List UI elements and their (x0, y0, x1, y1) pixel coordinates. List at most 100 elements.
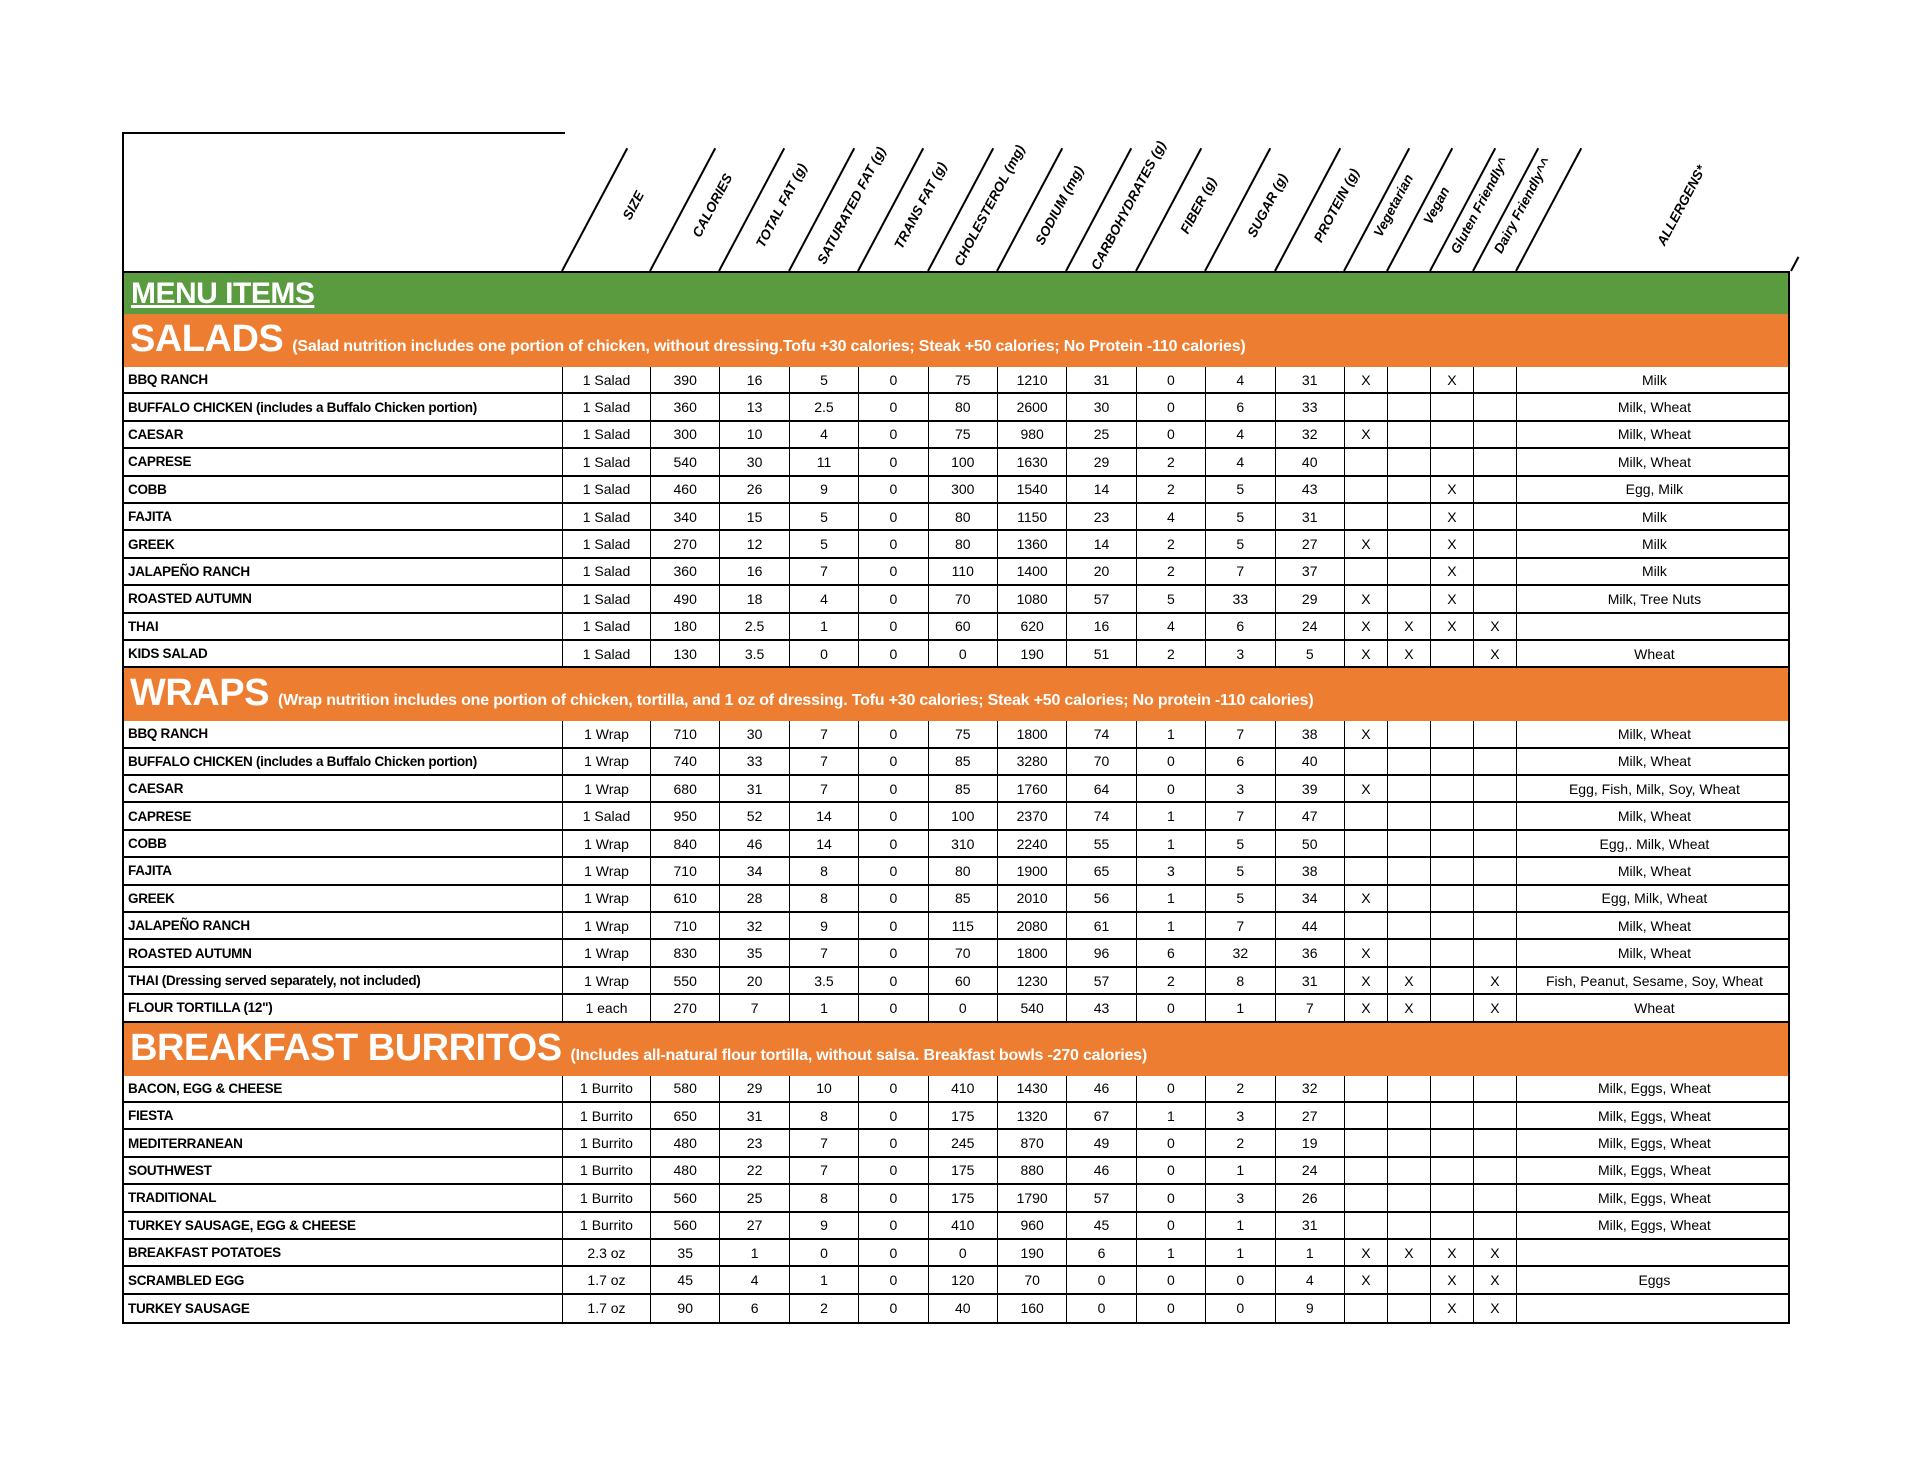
cell-protein: 43 (1274, 476, 1344, 502)
item-name: SCRAMBLED EGG (128, 1272, 245, 1288)
cell-allergens (1515, 1294, 1792, 1323)
table-row: ROASTED AUTUMN 1 Wrap 830 35 7 0 70 1800 96 6 32 36… (124, 940, 1788, 968)
cell-saturated-fat: 3.5 (788, 967, 858, 994)
cell-saturated-fat: 7 (788, 721, 858, 747)
cell-size: 1 Salad (562, 367, 650, 393)
cell-trans-fat: 0 (858, 858, 927, 884)
cell-carbohydrates: 70 (1066, 748, 1135, 775)
cell-carbohydrates: 31 (1066, 367, 1135, 393)
cell-allergens: Wheat (1515, 995, 1792, 1021)
cell-sodium: 160 (996, 1294, 1066, 1323)
cell-trans-fat: 0 (858, 830, 927, 857)
cell-sugar: 6 (1205, 613, 1274, 639)
cell-total-fat: 18 (719, 586, 788, 612)
cell-fiber: 0 (1135, 1185, 1205, 1211)
cell-protein: 36 (1274, 940, 1344, 966)
table-row: CAPRESE 1 Salad 950 52 14 0 100 2370 74 1 7 47 Milk,… (124, 803, 1788, 831)
cell-sugar: 2 (1205, 1075, 1274, 1101)
cell-vegetarian (1343, 1294, 1387, 1323)
cell-gluten-friendly (1429, 885, 1473, 912)
cell-saturated-fat: 9 (788, 1212, 858, 1238)
cell-protein: 1 (1274, 1239, 1344, 1266)
table-row: FAJITA 1 Wrap 710 34 8 0 80 1900 65 3 5 38 Milk, Whe… (124, 858, 1788, 886)
cell-carbohydrates: 23 (1066, 503, 1135, 530)
cell-trans-fat: 0 (858, 748, 927, 775)
cell-allergens: Milk, Wheat (1515, 748, 1792, 775)
cell-dairy-friendly: X (1472, 995, 1516, 1021)
item-name: COBB (128, 481, 167, 497)
cell-saturated-fat: 5 (788, 367, 858, 393)
cell-sodium: 1150 (996, 503, 1066, 530)
item-name: FAJITA (128, 863, 172, 879)
cell-carbohydrates: 67 (1066, 1102, 1135, 1129)
cell-trans-fat: 0 (858, 1185, 927, 1211)
cell-vegetarian (1343, 394, 1387, 420)
cell-trans-fat: 0 (858, 913, 927, 939)
cell-carbohydrates: 74 (1066, 803, 1135, 829)
cell-size: 1 Wrap (562, 776, 650, 802)
item-name: ROASTED AUTUMN (128, 945, 252, 961)
cell-protein: 29 (1274, 586, 1344, 612)
cell-sodium: 1760 (996, 776, 1066, 802)
cell-vegan (1386, 748, 1430, 775)
cell-vegetarian: X (1343, 885, 1387, 912)
cell-vegan (1386, 1267, 1430, 1293)
cell-allergens: Milk, Eggs, Wheat (1515, 1102, 1792, 1129)
cell-allergens: Milk, Wheat (1515, 449, 1792, 475)
cell-saturated-fat: 4 (788, 586, 858, 612)
cell-sodium: 880 (996, 1157, 1066, 1184)
cell-carbohydrates: 65 (1066, 858, 1135, 884)
cell-vegan (1386, 940, 1430, 966)
cell-carbohydrates: 6 (1066, 1239, 1135, 1266)
cell-carbohydrates: 74 (1066, 721, 1135, 747)
cell-fiber: 1 (1135, 885, 1205, 912)
cell-cholesterol: 80 (927, 394, 997, 420)
cell-vegetarian (1343, 1075, 1387, 1101)
cell-size: 2.3 oz (562, 1239, 650, 1266)
cell-gluten-friendly: X (1429, 613, 1473, 639)
cell-calories: 460 (650, 476, 719, 502)
cell-carbohydrates: 51 (1066, 640, 1135, 667)
cell-vegetarian: X (1343, 586, 1387, 612)
cell-carbohydrates: 96 (1066, 940, 1135, 966)
cell-vegetarian: X (1343, 721, 1387, 747)
cell-vegetarian (1343, 558, 1387, 585)
cell-sugar: 7 (1205, 803, 1274, 829)
cell-calories: 550 (650, 967, 719, 994)
section-title: SALADS (130, 318, 284, 360)
cell-allergens: Milk (1515, 503, 1792, 530)
cell-sodium: 1320 (996, 1102, 1066, 1129)
cell-fiber: 6 (1135, 940, 1205, 966)
cell-protein: 24 (1274, 1157, 1344, 1184)
table-row: CAESAR 1 Salad 300 10 4 0 75 980 25 0 4 32 X Milk, Wh… (124, 421, 1788, 450)
cell-allergens (1515, 1239, 1792, 1266)
item-name: JALAPEÑO RANCH (128, 563, 250, 579)
cell-calories: 830 (650, 940, 719, 966)
cell-protein: 47 (1274, 803, 1344, 829)
cell-size: 1 Salad (562, 531, 650, 557)
cell-size: 1 Salad (562, 394, 650, 420)
item-name: THAI (Dressing served separately, not in… (128, 973, 421, 988)
cell-vegetarian (1343, 503, 1387, 530)
cell-vegan (1386, 913, 1430, 939)
cell-calories: 360 (650, 558, 719, 585)
table-row: BUFFALO CHICKEN (includes a Buffalo Chic… (124, 394, 1788, 422)
cell-carbohydrates: 30 (1066, 394, 1135, 420)
table-row: CAESAR 1 Wrap 680 31 7 0 85 1760 64 0 3 39 X Egg, Fis… (124, 776, 1788, 804)
cell-cholesterol: 310 (927, 830, 997, 857)
cell-vegan (1386, 558, 1430, 585)
column-header-protein: PROTEIN (g) (1311, 166, 1363, 245)
cell-dairy-friendly: X (1472, 1294, 1516, 1323)
cell-protein: 44 (1274, 913, 1344, 939)
cell-size: 1 Salad (562, 476, 650, 502)
cell-gluten-friendly (1429, 803, 1473, 829)
cell-protein: 27 (1274, 531, 1344, 557)
cell-dairy-friendly (1472, 1157, 1516, 1184)
cell-gluten-friendly (1429, 940, 1473, 966)
cell-dairy-friendly (1472, 476, 1516, 502)
cell-dairy-friendly (1472, 394, 1516, 420)
cell-saturated-fat: 0 (788, 1239, 858, 1266)
cell-gluten-friendly: X (1429, 531, 1473, 557)
menu-items-bar: MENU ITEMS (124, 273, 1788, 314)
cell-cholesterol: 60 (927, 613, 997, 639)
